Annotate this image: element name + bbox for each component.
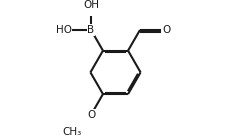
Text: CH₃: CH₃: [62, 127, 81, 137]
Text: O: O: [161, 25, 170, 35]
Text: O: O: [87, 110, 95, 120]
Text: OH: OH: [83, 0, 99, 10]
Text: B: B: [87, 25, 94, 35]
Text: HO: HO: [55, 25, 71, 35]
